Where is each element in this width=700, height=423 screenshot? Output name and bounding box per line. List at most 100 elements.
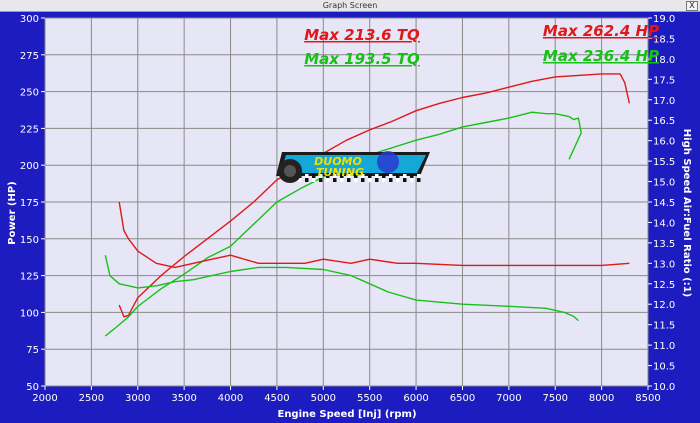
annotation-4: Max 236.4 HP (543, 47, 659, 65)
checker-square (319, 178, 323, 182)
y-tick-label: 100 (20, 308, 39, 319)
x-tick-label: 3000 (125, 393, 150, 404)
y2-tick-label: 19.0 (653, 14, 675, 25)
y-tick-label: 150 (20, 235, 39, 246)
series-line-3 (118, 201, 630, 269)
checker-square (333, 174, 337, 178)
x-tick-label: 5000 (311, 393, 336, 404)
x-tick-label: 7500 (543, 393, 568, 404)
checker-square (368, 178, 372, 182)
window-titlebar: Graph Screen X (0, 0, 700, 12)
checker-square (312, 178, 316, 182)
x-tick-label: 6000 (403, 393, 428, 404)
y-tick-label: 200 (20, 161, 39, 172)
checker-square (340, 174, 344, 178)
x-tick-label: 3500 (171, 393, 196, 404)
checker-square (382, 178, 386, 182)
y2-tick-label: 18.0 (653, 55, 675, 66)
y-tick-label: 300 (20, 14, 39, 25)
checker-square (340, 178, 344, 182)
checker-square (368, 174, 372, 178)
close-button[interactable]: X (686, 1, 698, 11)
x-tick-label: 2000 (32, 393, 57, 404)
checker-square (396, 178, 400, 182)
checker-square (361, 178, 365, 182)
y-tick-label: 175 (20, 198, 39, 209)
checker-square (375, 174, 379, 178)
checker-square (354, 174, 358, 178)
y2-tick-label: 13.0 (653, 259, 675, 270)
checker-square (326, 174, 330, 178)
checker-square (312, 174, 316, 178)
series-line-4 (104, 255, 579, 322)
y2-tick-label: 12.0 (653, 300, 675, 311)
y2-tick-label: 17.5 (653, 75, 675, 86)
axis-ticks: 2000 2500 3000 3500 4000 4500 5000 5500 6000 6500… (20, 14, 675, 404)
checker-square (389, 178, 393, 182)
y-tick-label: 50 (26, 382, 39, 393)
y-tick-label: 225 (20, 124, 39, 135)
y2-tick-label: 18.5 (653, 34, 675, 45)
checker-square (403, 174, 407, 178)
y-tick-label: 275 (20, 51, 39, 62)
series-line-1 (118, 73, 631, 318)
checker-square (417, 178, 421, 182)
y2-tick-label: 12.5 (653, 280, 675, 291)
x-tick-label: 4500 (264, 393, 289, 404)
grid-lines (44, 17, 649, 387)
x-tick-label: 8000 (589, 393, 614, 404)
checker-square (382, 174, 386, 178)
y2-tick-label: 16.5 (653, 116, 675, 127)
checker-square (403, 178, 407, 182)
y2-tick-label: 11.5 (653, 321, 675, 332)
checker-square (347, 174, 351, 178)
window-title: Graph Screen (322, 1, 378, 10)
x-tick-label: 6500 (450, 393, 475, 404)
checker-square (298, 178, 302, 182)
y2-tick-label: 13.5 (653, 239, 675, 250)
annotation-2: Max 193.5 TQ (304, 50, 420, 68)
x-tick-label: 4000 (218, 393, 243, 404)
y2-tick-label: 14.5 (653, 198, 675, 209)
x-axis-label: Engine Speed [Inj] (rpm) (277, 409, 416, 420)
x-tick-label: 5500 (357, 393, 382, 404)
checker-square (326, 178, 330, 182)
y-tick-label: 125 (20, 272, 39, 283)
checker-square (410, 178, 414, 182)
checker-square (396, 174, 400, 178)
checker-square (417, 174, 421, 178)
checker-square (333, 178, 337, 182)
checker-square (305, 178, 309, 182)
checker-square (319, 174, 323, 178)
annotations: Max 213.6 TQ Max 193.5 TQ Max 262.4 HP Max … (304, 22, 659, 68)
annotation-1: Max 213.6 TQ (304, 26, 420, 44)
series-line-2 (104, 111, 582, 337)
checker-square (410, 174, 414, 178)
dyno-chart: DUOMO TUNING 2000 2500 3000 3500 4000 4500 500… (7, 14, 692, 420)
y2-tick-label: 16.0 (653, 137, 675, 148)
y2-tick-label: 10.5 (653, 362, 675, 373)
x-tick-label: 8500 (635, 393, 660, 404)
y2-tick-label: 10.0 (653, 382, 675, 393)
y2-tick-label: 14.0 (653, 218, 675, 229)
annotation-3: Max 262.4 HP (543, 22, 659, 40)
x-tick-label: 7000 (496, 393, 521, 404)
y2-tick-label: 15.5 (653, 157, 675, 168)
x-tick-label: 2500 (79, 393, 104, 404)
checker-square (347, 178, 351, 182)
duomo-tuning-logo: DUOMO TUNING (276, 151, 430, 183)
checker-square (389, 174, 393, 178)
checker-square (354, 178, 358, 182)
logo-line2: TUNING (316, 166, 364, 179)
logo-line1: DUOMO (314, 155, 362, 168)
y-tick-label: 75 (26, 345, 39, 356)
series-group (104, 73, 631, 337)
y2-tick-label: 15.0 (653, 178, 675, 189)
y2-tick-label: 11.0 (653, 341, 675, 352)
y-axis-label: Power (HP) (7, 181, 18, 244)
checker-square (305, 174, 309, 178)
checker-square (361, 174, 365, 178)
y-tick-label: 250 (20, 88, 39, 99)
checkered-flag-strip (298, 174, 421, 182)
checker-square (375, 178, 379, 182)
